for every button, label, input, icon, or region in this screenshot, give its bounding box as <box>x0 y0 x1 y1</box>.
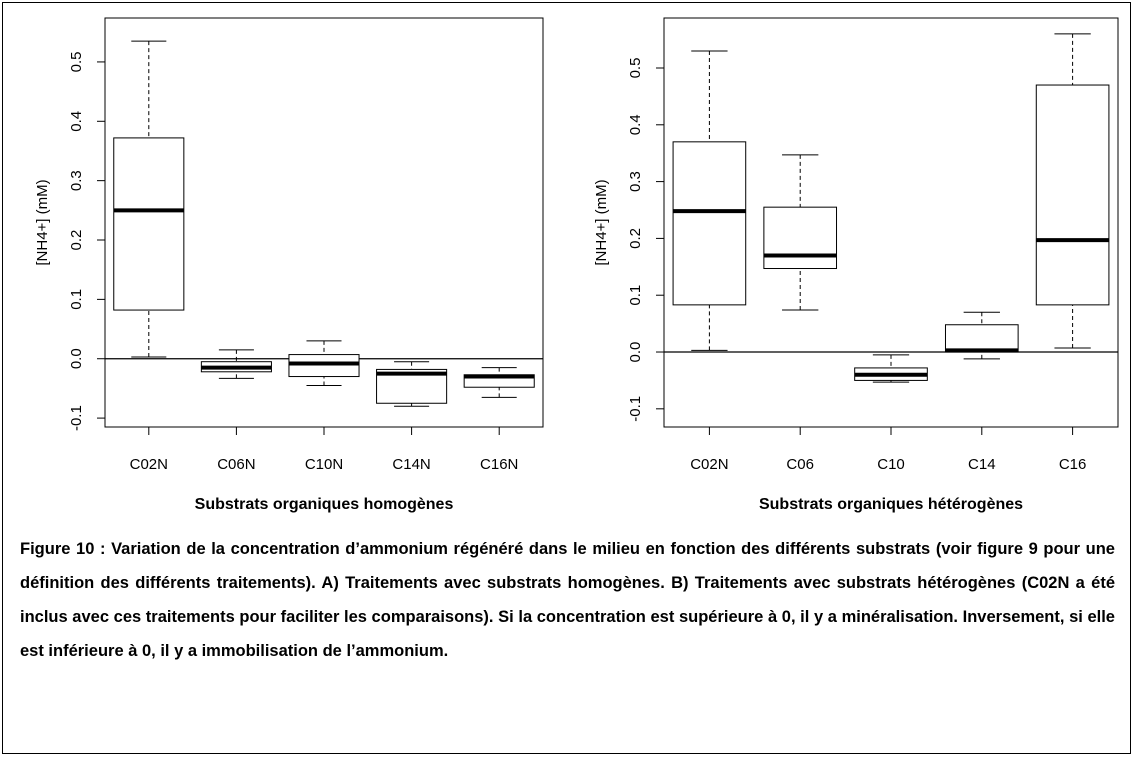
y-tick-label: 0.1 <box>68 289 85 310</box>
box <box>288 354 360 378</box>
y-axis-label: [NH4+] (mM) <box>34 179 51 265</box>
y-tick-label: -0.1 <box>68 405 85 431</box>
caption: Figure 10 : Variation de la concentratio… <box>20 540 1115 660</box>
x-axis-label: Substrats organiques homogènes <box>195 496 454 513</box>
x-tick-label: C06N <box>217 456 255 473</box>
box <box>672 141 747 306</box>
y-tick-label: 0.3 <box>68 170 85 191</box>
y-tick-label: -0.1 <box>627 396 644 422</box>
box <box>763 206 838 270</box>
y-tick-label: 0.3 <box>627 171 644 192</box>
box <box>1035 84 1110 306</box>
y-axis-label: [NH4+] (mM) <box>593 179 610 265</box>
y-tick-label: 0.1 <box>627 285 644 306</box>
y-tick-label: 0.4 <box>627 114 644 135</box>
y-tick-label: 0.0 <box>627 342 644 363</box>
box <box>113 137 185 311</box>
x-tick-label: C10N <box>305 456 343 473</box>
y-tick-label: 0.2 <box>68 230 85 251</box>
x-tick-label: C16N <box>480 456 518 473</box>
figure-frame <box>2 2 1131 754</box>
box <box>944 324 1019 353</box>
x-axis-label: Substrats organiques hétérogènes <box>759 496 1023 513</box>
y-tick-label: 0.0 <box>68 348 85 369</box>
x-tick-label: C06 <box>786 456 814 473</box>
x-tick-label: C14 <box>968 456 996 473</box>
x-tick-label: C10 <box>877 456 905 473</box>
x-tick-label: C02N <box>690 456 728 473</box>
y-tick-label: 0.5 <box>68 51 85 72</box>
y-tick-label: 0.4 <box>68 111 85 132</box>
y-tick-label: 0.2 <box>627 228 644 249</box>
y-tick-label: 0.5 <box>627 58 644 79</box>
x-tick-label: C16 <box>1059 456 1087 473</box>
charts: -0.1 0.0 0.1 0.2 0.3 0.4 0.5 [NH4+] (mM) Substra… <box>34 17 1119 513</box>
x-tick-label: C02N <box>130 456 168 473</box>
x-tick-label: C14N <box>392 456 430 473</box>
